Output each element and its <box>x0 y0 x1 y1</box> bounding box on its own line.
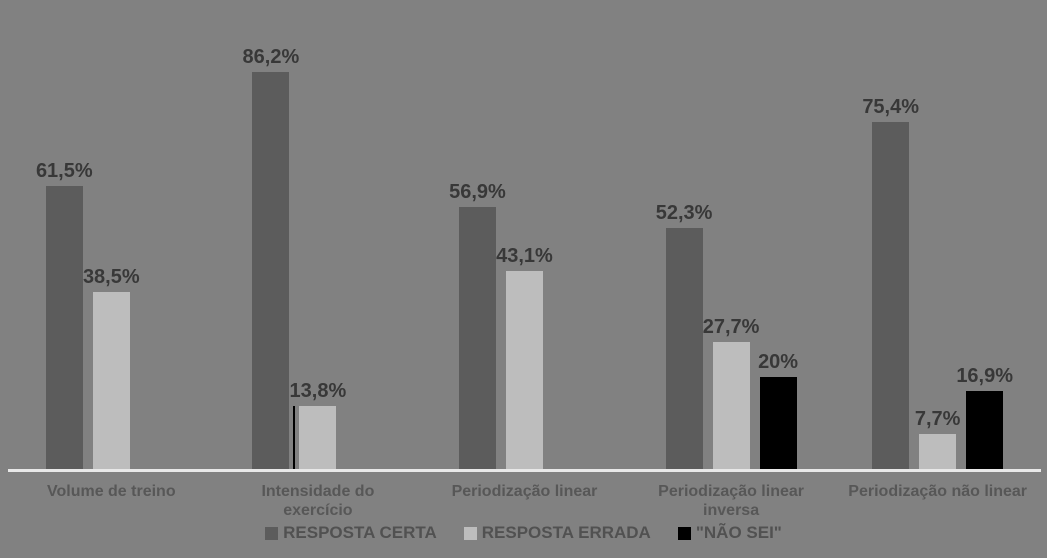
bar-n-o-sei-5 <box>966 391 1004 469</box>
value-label-resposta-errada-5: 7,7% <box>914 408 961 430</box>
bar-slot-resposta-errada-3: 43,1% <box>496 0 553 469</box>
bar-slot-resposta-certa-1: 61,5% <box>36 0 93 469</box>
value-label-n-o-sei-5: 16,9% <box>956 365 1014 387</box>
bar-resposta-certa-4 <box>665 228 703 469</box>
bar-group-4: 52,3% 27,7% 20% <box>628 0 835 469</box>
bar-resposta-errada-1 <box>92 292 130 469</box>
value-label-resposta-errada-4: 27,7% <box>702 316 760 338</box>
bar-edge-artifact-line <box>293 406 296 469</box>
legend-item-resposta-certa: RESPOSTA CERTA <box>265 523 437 543</box>
category-label-2: Intensidade do exercício <box>261 483 375 519</box>
legend-swatch-icon <box>265 526 279 540</box>
bar-n-o-sei-4 <box>759 377 797 469</box>
value-label-resposta-certa-1: 61,5% <box>35 160 93 182</box>
bar-slot-n-o-sei-1 <box>140 0 177 469</box>
bar-slot-resposta-certa-2: 86,2% <box>243 0 299 469</box>
bar-resposta-errada-4 <box>712 342 750 469</box>
bar-slot-resposta-errada-1: 38,5% <box>83 0 140 469</box>
legend-label-resposta-certa: RESPOSTA CERTA <box>283 523 437 542</box>
bar-group-3: 56,9% 43,1% <box>421 0 628 469</box>
bar-slot-resposta-errada-4: 27,7% <box>703 0 759 469</box>
bar-slot-resposta-certa-4: 52,3% <box>656 0 712 469</box>
legend-item-n-o-sei: "NÃO SEI" <box>677 523 782 543</box>
bar-slot-resposta-errada-2: 13,8% <box>290 0 346 469</box>
bar-resposta-certa-3 <box>458 207 496 469</box>
bar-resposta-certa-1 <box>45 186 83 469</box>
bar-group-5: 75,4% 7,7% 16,9% <box>834 0 1041 469</box>
category-axis: Volume de treino Intensidade do exercício… <box>8 482 1041 520</box>
bar-group-1: 61,5% 38,5% <box>8 0 215 469</box>
value-label-resposta-errada-1: 38,5% <box>82 266 140 288</box>
value-label-resposta-certa-5: 75,4% <box>862 96 920 118</box>
value-label-resposta-errada-2: 13,8% <box>289 380 347 402</box>
bar-slot-resposta-certa-5: 75,4% <box>862 0 919 469</box>
category-label-5: Periodização não linear <box>848 483 1028 500</box>
value-label-resposta-certa-4: 52,3% <box>655 202 713 224</box>
bar-slot-n-o-sei-3 <box>553 0 590 469</box>
bar-resposta-certa-5 <box>872 122 910 469</box>
bar-resposta-certa-2 <box>252 72 290 469</box>
value-label-resposta-errada-3: 43,1% <box>496 245 553 267</box>
category-label-1: Volume de treino <box>46 483 176 500</box>
bar-slot-n-o-sei-2 <box>346 0 383 469</box>
bar-slot-resposta-certa-3: 56,9% <box>449 0 506 469</box>
legend-item-resposta-errada: RESPOSTA ERRADA <box>463 523 651 543</box>
value-label-resposta-certa-2: 86,2% <box>242 46 300 68</box>
plot-area: 61,5% 38,5% 86,2% 13,8% 56,9% 43,1% 52,3% 27,7%… <box>8 0 1041 472</box>
category-label-4: Periodização linear inversa <box>658 483 804 519</box>
bar-slot-n-o-sei-5: 16,9% <box>956 0 1013 469</box>
value-label-n-o-sei-4: 20% <box>758 351 799 373</box>
bar-slot-n-o-sei-4: 20% <box>758 0 799 469</box>
legend-label-resposta-errada: RESPOSTA ERRADA <box>481 523 651 542</box>
bar-resposta-errada-2 <box>299 406 337 469</box>
legend-swatch-icon <box>463 526 477 540</box>
category-label-3: Periodização linear <box>451 483 598 500</box>
legend-label-n-o-sei: "NÃO SEI" <box>695 523 782 542</box>
bar-group-2: 86,2% 13,8% <box>215 0 422 469</box>
legend-swatch-icon <box>677 526 691 540</box>
bar-resposta-errada-5 <box>919 434 957 469</box>
legend: RESPOSTA CERTA RESPOSTA ERRADA "NÃO SEI" <box>0 523 1047 543</box>
bar-slot-resposta-errada-5: 7,7% <box>915 0 960 469</box>
bar-resposta-errada-3 <box>505 271 543 469</box>
value-label-resposta-certa-3: 56,9% <box>449 181 506 203</box>
